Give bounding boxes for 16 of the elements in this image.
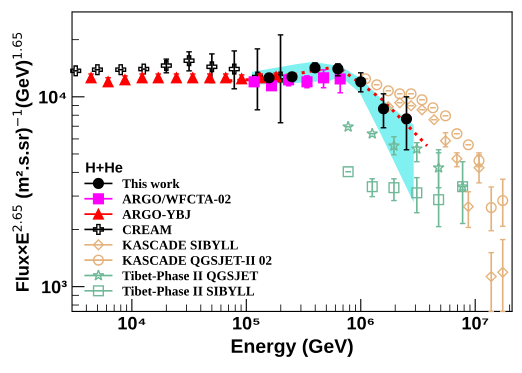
legend-label: KASCADE QGSJET-II 02: [122, 256, 272, 267]
legend-label: Tibet-Phase II SIBYLL: [122, 286, 254, 296]
legend-title: H+He: [86, 162, 122, 173]
legend-label: ARGO-YBJ: [122, 210, 191, 219]
legend-label: This work: [122, 178, 180, 188]
legend-label: CREAM: [122, 225, 172, 234]
y-tick-label: 10³: [42, 280, 67, 294]
y-axis-title: Flux×E$^{2.65}$ (m².s.sr)$^{−1}$(GeV)$^{1.65}$: [12, 32, 32, 292]
x-tick-label: 10⁷: [462, 316, 488, 330]
x-tick-label: 10⁴: [118, 316, 146, 330]
legend-label: Tibet-Phase II QGSJET: [122, 270, 258, 282]
x-tick-label: 10⁵: [233, 316, 260, 330]
legend-label: KASCADE SIBYLL: [122, 240, 238, 250]
legend-label: ARGO/WFCTA-02: [122, 194, 231, 204]
x-tick-label: 10⁶: [348, 316, 374, 330]
x-axis-title: Energy (GeV): [232, 338, 353, 357]
